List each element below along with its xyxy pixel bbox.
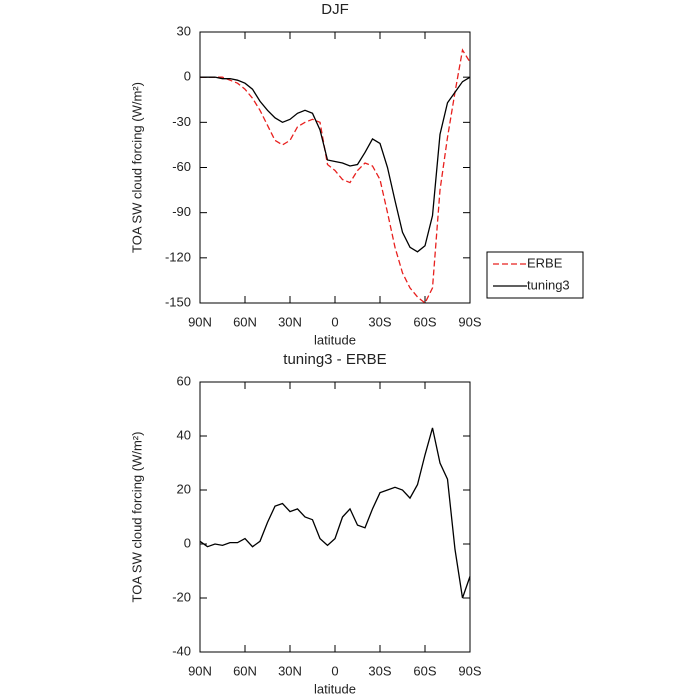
x-tick-label: 60S xyxy=(413,314,436,329)
legend-label: tuning3 xyxy=(527,277,570,292)
y-axis-label: TOA SW cloud forcing (W/m²) xyxy=(129,432,144,603)
x-tick-label: 60S xyxy=(413,663,436,678)
x-axis-label: latitude xyxy=(314,681,356,696)
x-tick-label: 90N xyxy=(188,314,212,329)
y-tick-label: 0 xyxy=(184,69,191,84)
series-line xyxy=(200,76,471,253)
y-tick-label: -30 xyxy=(172,114,191,129)
y-tick-label: 40 xyxy=(177,427,191,442)
y-tick-label: 30 xyxy=(177,23,191,38)
y-tick-label: -120 xyxy=(165,249,191,264)
plot-frame xyxy=(199,381,471,653)
x-tick-label: 60N xyxy=(233,314,257,329)
x-tick-label: 30N xyxy=(278,663,302,678)
x-tick-label: 60N xyxy=(233,663,257,678)
x-tick-label: 90S xyxy=(458,663,481,678)
y-tick-label: -60 xyxy=(172,159,191,174)
x-tick-label: 90N xyxy=(188,663,212,678)
y-axis-label: TOA SW cloud forcing (W/m²) xyxy=(129,82,144,253)
x-tick-label: 0 xyxy=(331,314,338,329)
plot-frame xyxy=(199,31,471,304)
x-tick-label: 30S xyxy=(368,663,391,678)
x-tick-label: 0 xyxy=(331,663,338,678)
legend-box xyxy=(486,251,584,299)
y-tick-label: 20 xyxy=(177,481,191,496)
x-tick-label: 30S xyxy=(368,314,391,329)
y-tick-label: -20 xyxy=(172,589,191,604)
series-line xyxy=(200,48,471,305)
y-tick-label: -40 xyxy=(172,643,191,658)
chart-title: DJF xyxy=(321,1,349,18)
x-tick-label: 30N xyxy=(278,314,302,329)
y-tick-label: -90 xyxy=(172,204,191,219)
y-tick-label: 0 xyxy=(184,535,191,550)
y-tick-label: 60 xyxy=(177,373,191,388)
series-line xyxy=(199,427,471,599)
x-tick-label: 90S xyxy=(458,314,481,329)
x-axis-label: latitude xyxy=(314,332,356,347)
chart-title: tuning3 - ERBE xyxy=(283,351,386,368)
y-tick-label: -150 xyxy=(165,294,191,309)
legend-label: ERBE xyxy=(527,255,563,270)
